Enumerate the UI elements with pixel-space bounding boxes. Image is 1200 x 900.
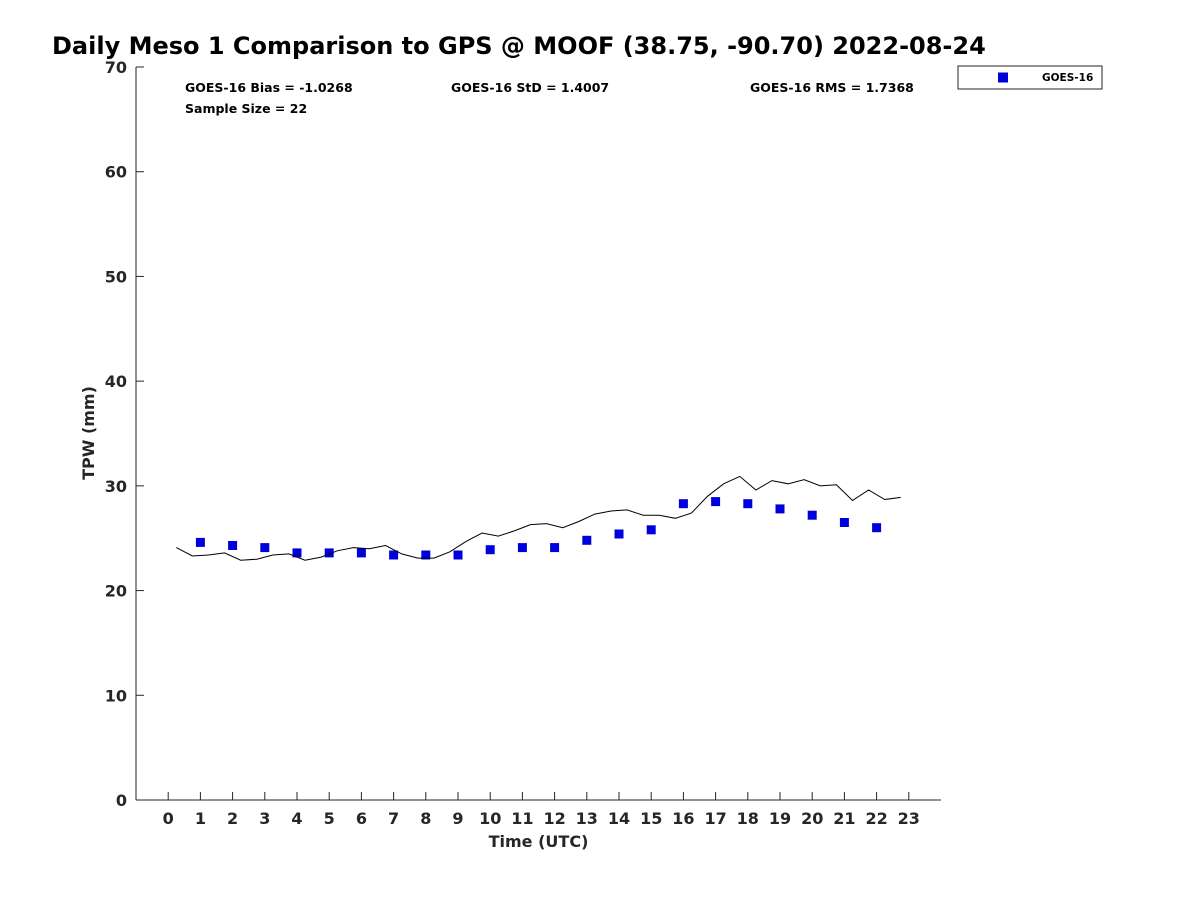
y-tick-label: 70 (105, 58, 127, 77)
x-tick-label: 1 (195, 809, 206, 828)
x-tick-label: 20 (801, 809, 823, 828)
legend: GOES-16 (957, 65, 1103, 90)
y-tick-label: 30 (105, 477, 127, 496)
x-tick-label: 9 (452, 809, 463, 828)
x-tick-label: 15 (640, 809, 662, 828)
x-tick-label: 22 (865, 809, 887, 828)
series-layer (176, 475, 901, 561)
goes16-data-point (260, 543, 270, 553)
goes16-data-point (614, 529, 624, 539)
x-tick-label: 19 (769, 809, 791, 828)
goes16-data-point (743, 499, 753, 509)
goes16-data-point (324, 548, 334, 558)
goes16-data-point (550, 543, 560, 553)
x-tick-label: 5 (324, 809, 335, 828)
x-ticks: 0 1 2 3 4 5 6 7 8 9 10 11 12 13 14 15 16 17 18 19 20 21 22 23 (163, 792, 920, 828)
x-tick-label: 11 (511, 809, 533, 828)
x-tick-label: 2 (227, 809, 238, 828)
goes16-data-point (678, 499, 688, 509)
x-tick-label: 10 (479, 809, 501, 828)
rms-annotation: GOES-16 RMS = 1.7368 (750, 80, 914, 95)
x-tick-label: 12 (543, 809, 565, 828)
goes16-data-point (646, 525, 656, 535)
goes16-data-point (517, 543, 527, 553)
goes16-data-point (807, 510, 817, 520)
x-axis-label: Time (UTC) (489, 832, 589, 851)
x-tick-label: 4 (291, 809, 302, 828)
x-tick-label: 14 (608, 809, 630, 828)
std-annotation: GOES-16 StD = 1.4007 (451, 80, 609, 95)
y-ticks: 0 10 20 30 40 50 60 70 (105, 58, 144, 810)
gps-tpw-line (176, 475, 901, 561)
x-tick-label: 3 (259, 809, 270, 828)
x-tick-label: 17 (704, 809, 726, 828)
goes16-data-point (389, 550, 399, 560)
sample-size-annotation: Sample Size = 22 (185, 101, 307, 116)
x-tick-label: 13 (576, 809, 598, 828)
legend-box (957, 65, 1103, 90)
x-tick-label: 16 (672, 809, 694, 828)
x-tick-label: 21 (833, 809, 855, 828)
goes16-data-point (195, 537, 205, 547)
x-tick-label: 7 (388, 809, 399, 828)
goes16-data-point (872, 523, 882, 533)
goes16-data-point (228, 541, 238, 550)
y-tick-label: 10 (105, 686, 127, 705)
bias-annotation: GOES-16 Bias = -1.0268 (185, 80, 353, 95)
goes16-data-point (485, 545, 495, 555)
y-tick-label: 40 (105, 372, 127, 391)
goes16-data-point (453, 550, 463, 560)
chart-title: Daily Meso 1 Comparison to GPS @ MOOF (3… (52, 32, 986, 60)
goes16-data-point (356, 548, 366, 558)
goes16-data-point (292, 548, 302, 558)
x-tick-label: 18 (737, 809, 759, 828)
x-tick-label: 6 (356, 809, 367, 828)
goes16-data-point (839, 518, 849, 527)
x-tick-label: 8 (420, 809, 431, 828)
x-tick-label: 23 (898, 809, 920, 828)
x-tick-label: 0 (163, 809, 174, 828)
y-tick-label: 0 (116, 791, 127, 810)
legend-marker-goes16 (998, 72, 1008, 83)
y-axis-label: TPW (mm) (79, 386, 98, 480)
goes16-data-point (775, 504, 785, 514)
y-tick-label: 20 (105, 582, 127, 601)
goes16-data-point (582, 535, 592, 545)
goes16-data-point (711, 497, 721, 507)
y-tick-label: 50 (105, 267, 127, 286)
goes16-data-point (421, 550, 431, 560)
y-tick-label: 60 (105, 163, 127, 182)
legend-label-goes16: GOES-16 (1042, 72, 1093, 84)
